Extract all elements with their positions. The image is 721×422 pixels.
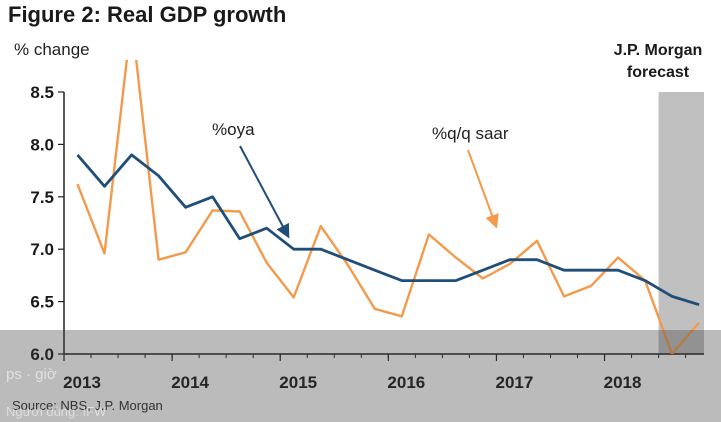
y-tick-label: 8.5 <box>30 83 54 102</box>
series-label-qoq: %q/q saar <box>432 124 509 143</box>
overlay-caption: ps · giờ <box>6 366 57 383</box>
source-note: Source: NBS, J.P. Morgan <box>12 398 163 413</box>
x-tick-label: 2014 <box>171 373 209 392</box>
annotation-arrow-oya <box>239 145 290 239</box>
y-axis-label: % change <box>14 40 90 59</box>
series-line-oya <box>76 153 700 307</box>
annotation-arrow-qoq <box>467 149 499 229</box>
x-tick-label: 2017 <box>496 373 534 392</box>
forecast-label: J.P. Morgan forecast <box>613 42 703 81</box>
forecast-band <box>658 92 704 354</box>
x-tick-label: 2013 <box>63 373 101 392</box>
chart-title: Figure 2: Real GDP growth <box>8 2 287 27</box>
y-tick-label: 8.0 <box>30 135 54 154</box>
x-tick-label: 2015 <box>279 373 317 392</box>
x-tick-label: 2016 <box>387 373 425 392</box>
y-tick-label: 6.0 <box>30 345 54 364</box>
y-tick-label: 7.5 <box>30 188 54 207</box>
series-label-oya: %oya <box>212 120 255 139</box>
x-tick-label: 2018 <box>604 373 642 392</box>
y-tick-label: 6.5 <box>30 293 54 312</box>
overlay-caption-2: Người dùng: IFW <box>6 404 107 419</box>
series-line-qoq <box>76 60 701 354</box>
y-tick-label: 7.0 <box>30 240 54 259</box>
